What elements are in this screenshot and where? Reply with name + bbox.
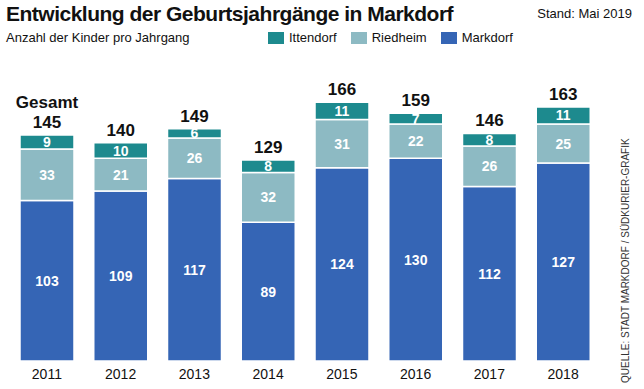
svg-text:10: 10 — [113, 143, 129, 159]
svg-text:129: 129 — [254, 138, 282, 157]
svg-text:109: 109 — [109, 268, 133, 284]
svg-text:2013: 2013 — [179, 366, 210, 382]
svg-text:31: 31 — [334, 136, 350, 152]
svg-text:117: 117 — [183, 262, 206, 278]
svg-text:112: 112 — [478, 266, 501, 282]
svg-text:149: 149 — [180, 107, 208, 126]
svg-text:2014: 2014 — [253, 366, 284, 382]
svg-text:2012: 2012 — [105, 366, 136, 382]
svg-text:8: 8 — [486, 132, 494, 148]
svg-text:130: 130 — [404, 252, 428, 268]
svg-text:103: 103 — [35, 273, 59, 289]
svg-text:2017: 2017 — [474, 366, 505, 382]
svg-text:89: 89 — [260, 284, 276, 300]
svg-text:166: 166 — [328, 80, 356, 99]
svg-text:21: 21 — [113, 167, 129, 183]
svg-text:6: 6 — [191, 125, 199, 141]
svg-text:8: 8 — [264, 158, 272, 174]
html-text:Entwicklung der Geburtsjahrgän: Entwicklung der Geburtsjahrgänge in Mark… — [6, 2, 454, 25]
html-text:Anzahl der Kinder pro Jahrgang: Anzahl der Kinder pro Jahrgang — [6, 30, 190, 45]
html-text:Stand: Mai 2019: Stand: Mai 2019 — [537, 6, 632, 21]
svg-text:Gesamt: Gesamt — [16, 93, 79, 112]
html-text:Ittendorf: Ittendorf — [289, 30, 337, 45]
svg-text:26: 26 — [482, 158, 498, 174]
svg-text:140: 140 — [107, 121, 135, 140]
html-text:QUELLE: STADT MARKDORF / SÜDKU: QUELLE: STADT MARKDORF / SÜDKURIER-GRAFI… — [620, 138, 631, 383]
svg-text:11: 11 — [556, 107, 571, 123]
svg-text:7: 7 — [412, 111, 420, 127]
svg-text:32: 32 — [260, 189, 276, 205]
svg-text:22: 22 — [408, 133, 424, 149]
svg-text:159: 159 — [402, 91, 430, 110]
svg-text:9: 9 — [43, 134, 51, 150]
svg-text:2011: 2011 — [32, 366, 62, 382]
svg-text:146: 146 — [475, 111, 503, 130]
svg-text:11: 11 — [335, 103, 350, 119]
svg-text:25: 25 — [555, 136, 571, 152]
html-text:Markdorf: Markdorf — [461, 30, 513, 45]
svg-text:2016: 2016 — [400, 366, 431, 382]
svg-text:26: 26 — [187, 150, 203, 166]
svg-text:145: 145 — [33, 113, 61, 132]
svg-text:2018: 2018 — [548, 366, 579, 382]
html-text:Riedheim: Riedheim — [371, 30, 427, 45]
svg-text:124: 124 — [330, 256, 354, 272]
svg-text:127: 127 — [552, 254, 576, 270]
svg-text:33: 33 — [39, 167, 55, 183]
svg-text:2015: 2015 — [326, 366, 357, 382]
svg-text:163: 163 — [549, 85, 577, 104]
